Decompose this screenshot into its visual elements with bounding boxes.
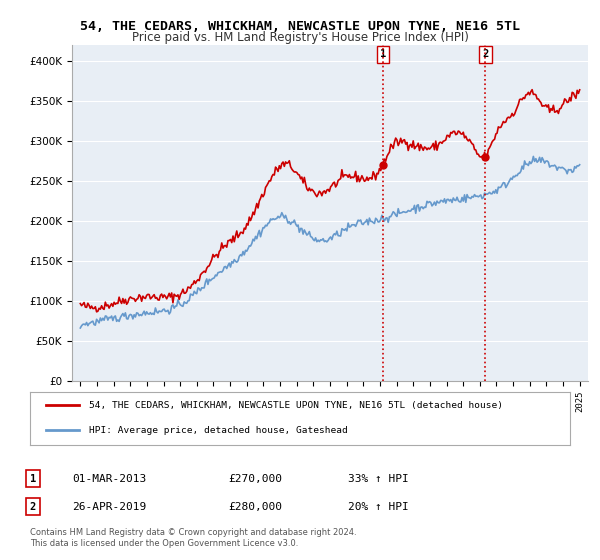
- Text: 54, THE CEDARS, WHICKHAM, NEWCASTLE UPON TYNE, NE16 5TL (detached house): 54, THE CEDARS, WHICKHAM, NEWCASTLE UPON…: [89, 401, 503, 410]
- Text: HPI: Average price, detached house, Gateshead: HPI: Average price, detached house, Gate…: [89, 426, 348, 435]
- Text: 33% ↑ HPI: 33% ↑ HPI: [348, 474, 409, 484]
- Text: 2: 2: [482, 49, 488, 59]
- Text: £280,000: £280,000: [228, 502, 282, 512]
- Text: 1: 1: [380, 49, 386, 59]
- Text: 26-APR-2019: 26-APR-2019: [72, 502, 146, 512]
- Text: 54, THE CEDARS, WHICKHAM, NEWCASTLE UPON TYNE, NE16 5TL: 54, THE CEDARS, WHICKHAM, NEWCASTLE UPON…: [80, 20, 520, 32]
- Text: £270,000: £270,000: [228, 474, 282, 484]
- Text: 01-MAR-2013: 01-MAR-2013: [72, 474, 146, 484]
- Text: Contains HM Land Registry data © Crown copyright and database right 2024.
This d: Contains HM Land Registry data © Crown c…: [30, 528, 356, 548]
- Text: Price paid vs. HM Land Registry's House Price Index (HPI): Price paid vs. HM Land Registry's House …: [131, 31, 469, 44]
- Text: 20% ↑ HPI: 20% ↑ HPI: [348, 502, 409, 512]
- Text: 2: 2: [30, 502, 36, 512]
- Text: 1: 1: [30, 474, 36, 484]
